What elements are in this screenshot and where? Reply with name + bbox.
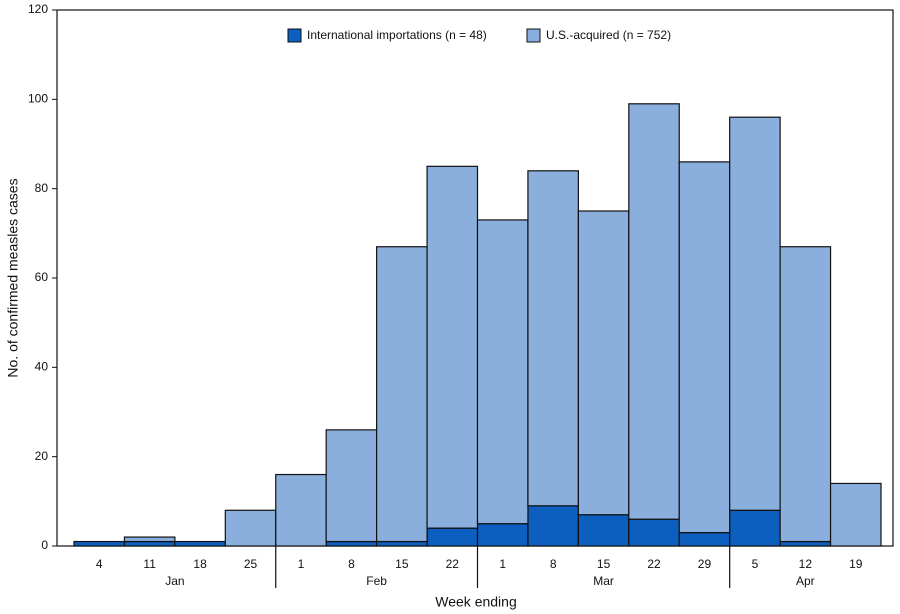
y-tick-label: 20 bbox=[35, 449, 49, 463]
group-label: Mar bbox=[593, 574, 614, 588]
bar-segment bbox=[376, 540, 428, 547]
y-tick-label: 100 bbox=[28, 92, 48, 106]
bar-segment bbox=[275, 473, 327, 547]
bar-segment bbox=[325, 429, 378, 543]
y-tick-label: 0 bbox=[41, 538, 48, 552]
bar-segment bbox=[224, 509, 277, 547]
x-tick-label: 18 bbox=[193, 557, 207, 571]
x-tick-label: 15 bbox=[597, 557, 611, 571]
bar-segment bbox=[729, 116, 781, 511]
bar-segment bbox=[426, 527, 479, 547]
bar-segment bbox=[829, 482, 882, 547]
bar-segment bbox=[123, 540, 176, 547]
x-tick-label: 12 bbox=[799, 557, 813, 571]
x-tick-label: 1 bbox=[499, 557, 506, 571]
bar-segment bbox=[325, 540, 378, 547]
x-tick-label: 29 bbox=[698, 557, 712, 571]
x-tick-label: 8 bbox=[348, 557, 355, 571]
y-tick-label: 60 bbox=[35, 270, 49, 284]
bar-segment bbox=[779, 540, 832, 547]
bar-segment bbox=[426, 165, 479, 529]
bar-segment bbox=[678, 161, 731, 534]
x-tick-label: 8 bbox=[550, 557, 557, 571]
x-tick-label: 11 bbox=[143, 557, 156, 571]
bar-segment bbox=[527, 505, 579, 547]
y-tick-label: 40 bbox=[35, 360, 49, 374]
bar-segment bbox=[476, 219, 529, 525]
x-tick-label: 22 bbox=[647, 557, 661, 571]
bar-segment bbox=[779, 246, 832, 543]
x-tick-label: 25 bbox=[244, 557, 258, 571]
bar-segment bbox=[577, 210, 630, 516]
x-tick-label: 19 bbox=[849, 557, 863, 571]
y-tick-label: 80 bbox=[35, 181, 49, 195]
bar-segment bbox=[527, 170, 579, 507]
legend-label: U.S.-acquired (n = 752) bbox=[546, 28, 671, 42]
bar-segment bbox=[577, 514, 630, 547]
bar-segment bbox=[628, 103, 680, 520]
x-tick-label: 4 bbox=[96, 557, 103, 571]
x-tick-label: 22 bbox=[446, 557, 460, 571]
legend-label: International importations (n = 48) bbox=[307, 28, 487, 42]
y-axis-title: No. of confirmed measles cases bbox=[5, 178, 21, 377]
legend-swatch bbox=[287, 28, 302, 43]
bar-segment bbox=[729, 509, 781, 547]
bar-segment bbox=[376, 246, 428, 543]
legend-swatch bbox=[526, 28, 541, 43]
x-axis-title: Week ending bbox=[435, 594, 516, 610]
bar-segment bbox=[628, 518, 680, 547]
x-tick-label: 1 bbox=[298, 557, 305, 571]
x-tick-label: 5 bbox=[752, 557, 759, 571]
y-tick-label: 120 bbox=[28, 2, 48, 16]
group-label: Feb bbox=[366, 574, 387, 588]
bar-segment bbox=[678, 531, 731, 547]
bar-segment bbox=[123, 536, 176, 543]
group-label: Jan bbox=[165, 574, 184, 588]
bar-segment bbox=[73, 540, 126, 547]
bar-segment bbox=[174, 540, 226, 547]
bar-segment bbox=[476, 523, 529, 547]
group-label: Apr bbox=[796, 574, 815, 588]
x-tick-label: 15 bbox=[395, 557, 409, 571]
